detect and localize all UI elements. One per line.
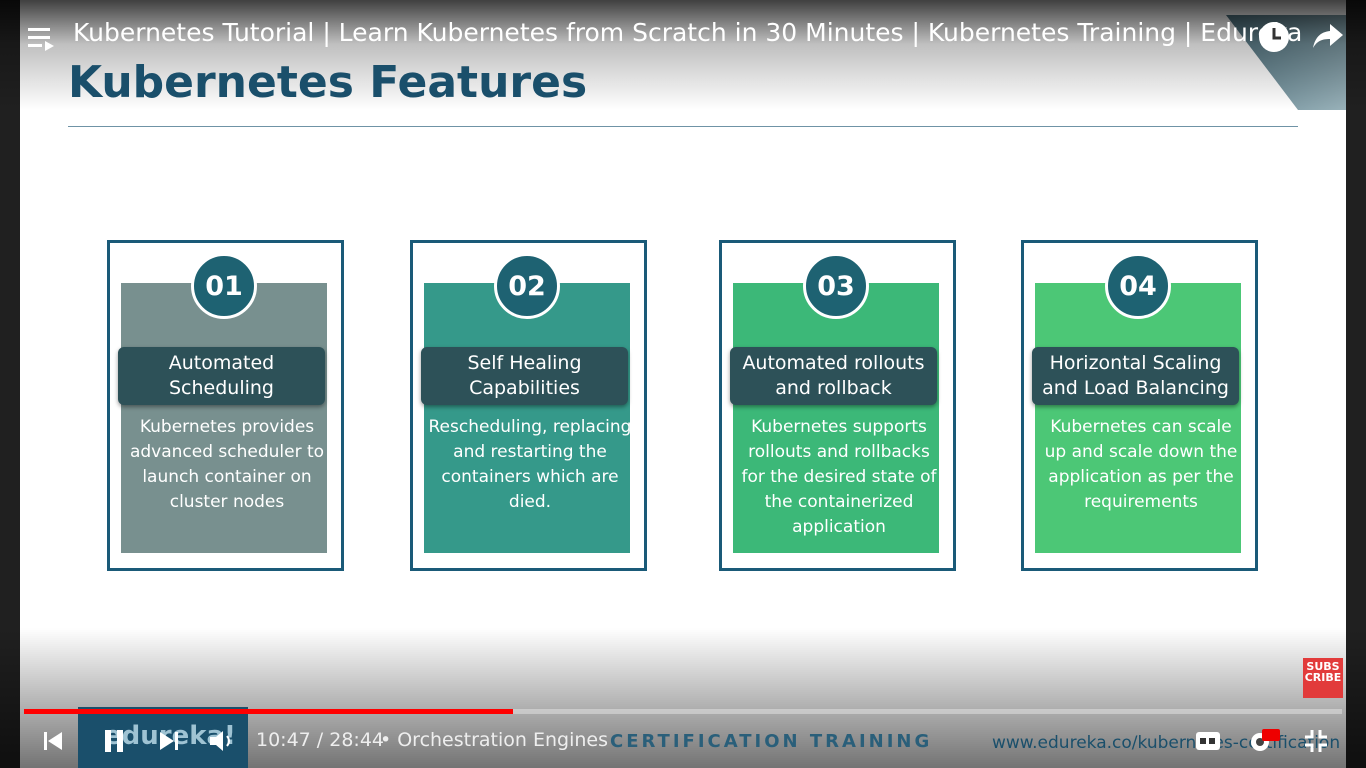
share-icon[interactable] [1312,22,1344,50]
feature-title: Automated Scheduling [118,347,325,405]
playlist-icon[interactable] [28,26,56,52]
footer-tagline: CERTIFICATION TRAINING [610,731,933,752]
feature-card: 02 Self Healing Capabilities Rescheduling,… [410,240,647,571]
volume-button[interactable] [208,728,236,754]
feature-text: Kubernetes supports rollouts and rollbac… [741,417,937,537]
previous-button[interactable] [42,730,64,752]
pause-button[interactable] [102,728,126,754]
subscribe-badge[interactable]: SUBS CRIBE [1303,658,1343,698]
feature-card: 03 Automated rollouts and rollback Kuberne… [719,240,956,571]
card-panel [1035,283,1241,553]
slide-title: Kubernetes Features [68,57,588,108]
progress-bar[interactable] [24,709,1342,714]
card-panel [424,283,630,553]
feature-title: Automated rollouts and rollback [730,347,937,405]
feature-text: Rescheduling, replacing and restarting t… [428,417,632,512]
footer-url: www.edureka.co/kubernetes-certification [992,733,1341,753]
top-shade [0,0,1366,110]
card-panel [733,283,939,553]
video-title[interactable]: Kubernetes Tutorial | Learn Kubernetes f… [73,18,1303,47]
feature-text: Kubernetes provides advanced scheduler t… [129,417,325,512]
time-display: 10:47 / 28:44 [256,729,384,751]
card-panel [121,283,327,553]
captions-button[interactable] [1195,730,1221,752]
title-rule [68,126,1298,127]
next-button[interactable] [158,730,180,752]
feature-title: Horizontal Scaling and Load Balancing [1032,347,1239,405]
chapter-title[interactable]: Orchestration Engines [380,729,608,751]
subscribe-top: SUBS [1306,660,1340,673]
exit-fullscreen-button[interactable] [1303,728,1329,754]
feature-text: Kubernetes can scale up and scale down t… [1044,417,1238,512]
feature-card: 01 Automated Scheduling Kubernetes provide… [107,240,344,571]
feature-number: 01 [191,253,257,319]
subscribe-bottom: CRIBE [1304,671,1342,684]
progress-played [24,709,513,714]
feature-number: 03 [803,253,869,319]
feature-title: Self Healing Capabilities [421,347,628,405]
feature-card: 04 Horizontal Scaling and Load Balancing K… [1021,240,1258,571]
watch-later-icon[interactable] [1257,20,1291,54]
feature-number: 04 [1105,253,1171,319]
feature-number: 02 [494,253,560,319]
settings-button[interactable] [1246,727,1282,755]
